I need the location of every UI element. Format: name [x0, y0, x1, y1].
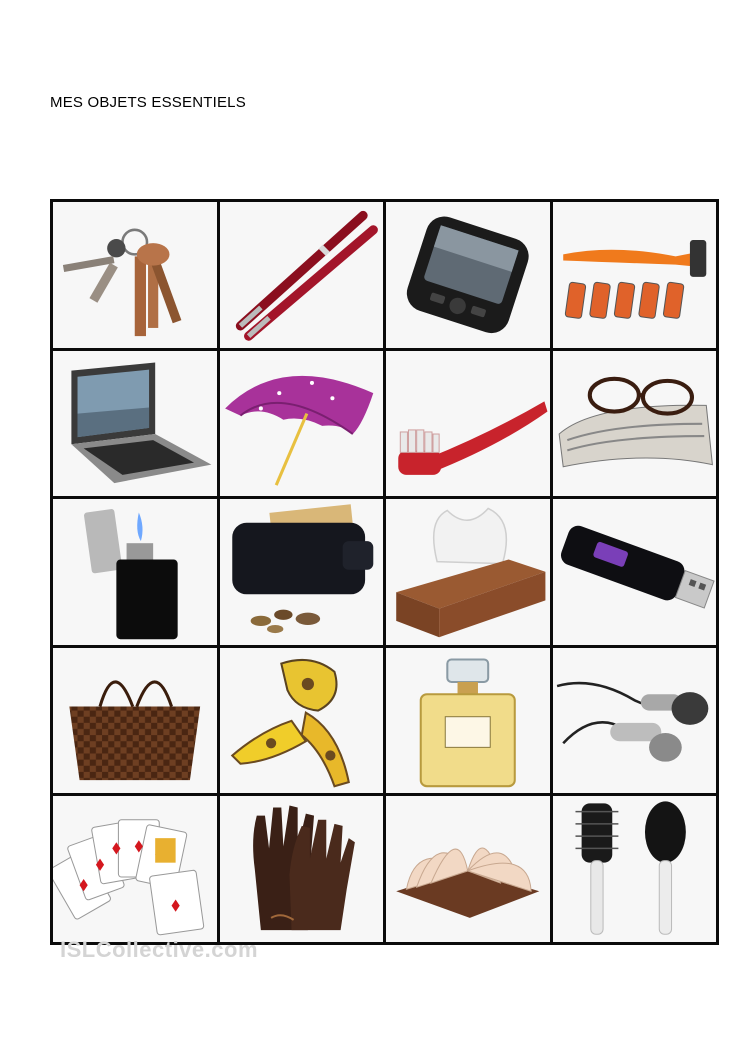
razor-icon — [562, 240, 706, 319]
book-icon — [396, 848, 540, 919]
toothbrush-icon — [398, 400, 548, 475]
keys-icon — [62, 228, 182, 337]
grid-cell-razor[interactable] — [552, 202, 716, 348]
hairbrushes-icon — [574, 801, 686, 936]
objects-grid — [50, 199, 719, 945]
page-title: MES OBJETS ESSENTIELS — [50, 94, 246, 111]
grid-cell-umbrella[interactable] — [219, 350, 383, 497]
grid-cell-handbag[interactable] — [53, 647, 217, 794]
laptop-icon — [71, 362, 212, 483]
grid-cell-scarf[interactable] — [219, 647, 383, 794]
playing-cards-icon — [53, 819, 205, 936]
tissue-box-icon — [396, 507, 546, 638]
grid-cell-lighter[interactable] — [53, 499, 217, 645]
wallet-icon — [231, 504, 373, 634]
grid-cell-book[interactable] — [386, 796, 550, 942]
grid-cell-toothbrush[interactable] — [386, 350, 550, 497]
earphones-icon — [556, 681, 708, 762]
mobile-phone-icon — [406, 216, 529, 334]
grid-cell-playing-cards[interactable] — [53, 796, 217, 942]
grid-cell-glasses-newspaper[interactable] — [552, 350, 716, 497]
grid-cell-keys[interactable] — [53, 202, 217, 348]
grid-cell-usb-stick[interactable] — [552, 499, 716, 645]
glasses-newspaper-icon — [558, 376, 713, 467]
pens-icon — [235, 210, 378, 341]
grid-cell-hairbrushes[interactable] — [552, 796, 716, 942]
grid-cell-laptop[interactable] — [53, 350, 217, 497]
grid-cell-tissue-box[interactable] — [386, 499, 550, 645]
umbrella-icon — [224, 375, 373, 486]
grid-cell-earphones[interactable] — [552, 647, 716, 794]
gloves-icon — [252, 805, 355, 931]
grid-cell-perfume[interactable] — [386, 647, 550, 794]
perfume-icon — [419, 658, 516, 788]
grid-cell-wallet[interactable] — [219, 499, 383, 645]
usb-stick-icon — [560, 525, 715, 609]
handbag-icon — [69, 680, 201, 780]
grid-cell-pens[interactable] — [219, 202, 383, 348]
watermark-logo: ISLCollective.com — [60, 937, 259, 962]
lighter-icon — [84, 509, 178, 640]
grid-cell-mobile-phone[interactable] — [386, 202, 550, 348]
scarf-icon — [230, 658, 350, 788]
grid-cell-gloves[interactable] — [219, 796, 383, 942]
